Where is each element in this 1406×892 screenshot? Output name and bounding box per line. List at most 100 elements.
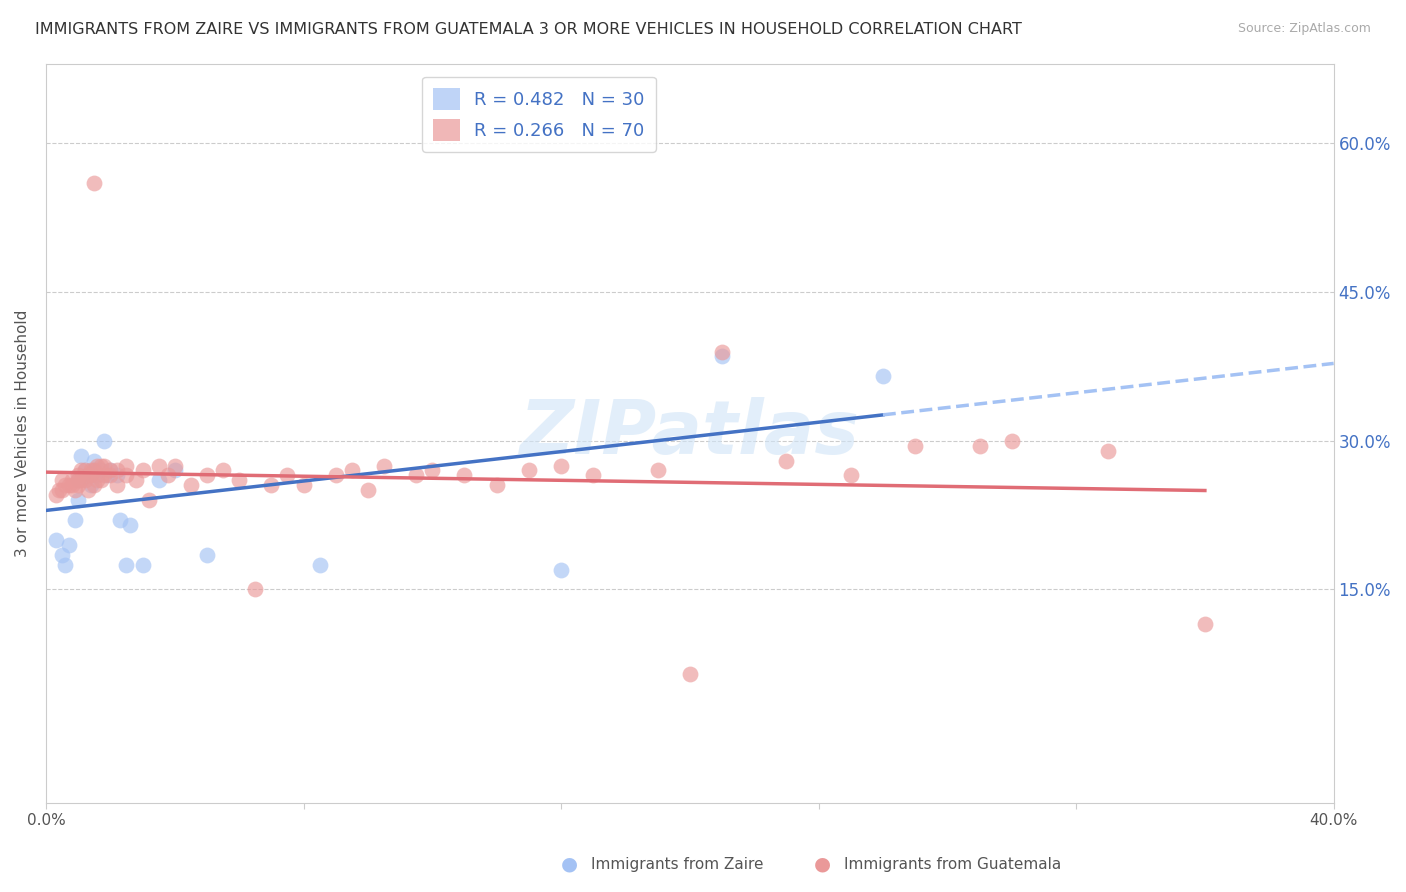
Point xyxy=(125,474,148,488)
Point xyxy=(485,478,508,492)
Point xyxy=(105,468,128,483)
Point xyxy=(96,468,118,483)
Point xyxy=(517,463,540,477)
Point xyxy=(48,483,70,498)
Point xyxy=(260,478,283,492)
Point xyxy=(308,558,330,572)
Point xyxy=(70,449,93,463)
Point xyxy=(148,458,170,473)
Point xyxy=(83,176,105,190)
Point xyxy=(51,548,73,562)
Point xyxy=(73,463,96,477)
Point xyxy=(60,474,83,488)
Point xyxy=(276,468,298,483)
Point xyxy=(83,463,105,477)
Point xyxy=(195,468,218,483)
Point xyxy=(1001,434,1024,448)
Point xyxy=(45,488,67,502)
Point xyxy=(73,463,96,477)
Point xyxy=(98,468,121,483)
Legend: R = 0.482   N = 30, R = 0.266   N = 70: R = 0.482 N = 30, R = 0.266 N = 70 xyxy=(422,77,655,152)
Point xyxy=(83,478,105,492)
Point xyxy=(105,478,128,492)
Text: ●: ● xyxy=(561,855,578,874)
Point xyxy=(90,474,112,488)
Point xyxy=(872,369,894,384)
Point xyxy=(83,453,105,467)
Point xyxy=(70,463,93,477)
Point xyxy=(340,463,363,477)
Text: ●: ● xyxy=(814,855,831,874)
Point xyxy=(51,483,73,498)
Point xyxy=(195,548,218,562)
Point xyxy=(245,582,267,597)
Text: IMMIGRANTS FROM ZAIRE VS IMMIGRANTS FROM GUATEMALA 3 OR MORE VEHICLES IN HOUSEHO: IMMIGRANTS FROM ZAIRE VS IMMIGRANTS FROM… xyxy=(35,22,1022,37)
Point xyxy=(73,474,96,488)
Point xyxy=(131,463,153,477)
Point xyxy=(138,493,160,508)
Point xyxy=(53,558,76,572)
Point xyxy=(148,474,170,488)
Point xyxy=(1097,443,1119,458)
Point xyxy=(70,474,93,488)
Point xyxy=(90,463,112,477)
Point xyxy=(76,483,98,498)
Point xyxy=(67,493,90,508)
Point xyxy=(105,463,128,477)
Point xyxy=(550,458,572,473)
Point xyxy=(969,439,991,453)
Point xyxy=(711,350,734,364)
Point xyxy=(93,458,115,473)
Text: Source: ZipAtlas.com: Source: ZipAtlas.com xyxy=(1237,22,1371,36)
Point xyxy=(228,474,250,488)
Point xyxy=(53,478,76,492)
Point xyxy=(679,666,702,681)
Point xyxy=(67,474,90,488)
Point xyxy=(58,478,80,492)
Point xyxy=(582,468,605,483)
Text: Immigrants from Zaire: Immigrants from Zaire xyxy=(591,857,763,872)
Point xyxy=(775,453,797,467)
Point xyxy=(453,468,475,483)
Point xyxy=(115,558,138,572)
Point xyxy=(83,463,105,477)
Point xyxy=(80,468,103,483)
Text: ZIPatlas: ZIPatlas xyxy=(520,397,860,470)
Point xyxy=(90,458,112,473)
Point xyxy=(550,563,572,577)
Point xyxy=(647,463,669,477)
Point xyxy=(86,474,108,488)
Point xyxy=(67,474,90,488)
Point xyxy=(63,513,86,527)
Y-axis label: 3 or more Vehicles in Household: 3 or more Vehicles in Household xyxy=(15,310,30,557)
Point xyxy=(405,468,427,483)
Point xyxy=(180,478,202,492)
Point xyxy=(1194,617,1216,632)
Point xyxy=(76,468,98,483)
Point xyxy=(86,458,108,473)
Point xyxy=(131,558,153,572)
Point xyxy=(292,478,315,492)
Point xyxy=(93,434,115,448)
Point xyxy=(60,478,83,492)
Point xyxy=(212,463,235,477)
Point xyxy=(45,533,67,547)
Point xyxy=(86,468,108,483)
Point xyxy=(76,468,98,483)
Point xyxy=(839,468,862,483)
Point xyxy=(51,474,73,488)
Point xyxy=(80,478,103,492)
Point xyxy=(163,463,186,477)
Point xyxy=(157,468,180,483)
Point xyxy=(711,344,734,359)
Point xyxy=(118,518,141,533)
Point xyxy=(80,463,103,477)
Point xyxy=(325,468,347,483)
Point xyxy=(98,463,121,477)
Point xyxy=(115,458,138,473)
Point xyxy=(115,468,138,483)
Point xyxy=(58,538,80,552)
Point xyxy=(420,463,443,477)
Point xyxy=(163,458,186,473)
Point xyxy=(357,483,380,498)
